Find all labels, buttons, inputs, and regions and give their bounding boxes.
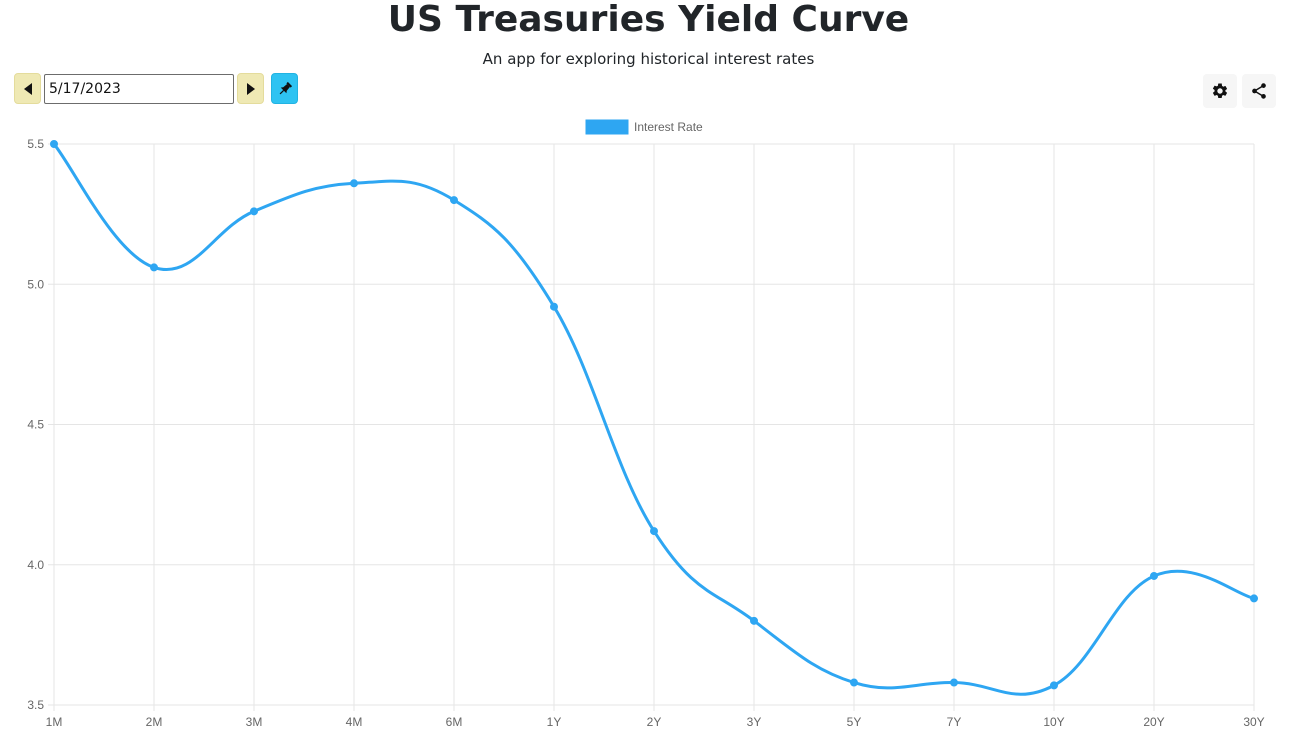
data-point	[650, 527, 658, 536]
x-tick-label: 1Y	[547, 715, 562, 729]
data-point	[1150, 571, 1158, 580]
share-button[interactable]	[1242, 74, 1276, 108]
settings-button[interactable]	[1203, 74, 1237, 108]
triangle-right-icon	[246, 82, 255, 95]
pushpin-icon	[279, 81, 292, 94]
yield-chart-svg: 1M 2M 3M 4M 6M 1Y 2Y 3Y 5Y 7Y 10Y 20Y 30Y 5.5 5.0 4.5 4.…	[27, 119, 1265, 729]
legend-label: Interest Rate	[634, 120, 703, 134]
data-point	[50, 140, 58, 148]
pin-curve-button[interactable]	[271, 73, 298, 104]
triangle-left-icon	[23, 82, 32, 95]
y-tick-label: 4.0	[27, 558, 44, 572]
data-point	[250, 207, 258, 216]
page-subtitle: An app for exploring historical interest…	[482, 50, 815, 68]
data-point	[750, 616, 758, 625]
yield-chart: 1M 2M 3M 4M 6M 1Y 2Y 3Y 5Y 7Y 10Y 20Y 30Y 5.5 5.0 4.5 4.…	[0, 112, 1297, 737]
data-point	[950, 678, 958, 687]
data-point	[1050, 681, 1058, 690]
x-tick-label: 30Y	[1243, 715, 1264, 729]
x-tick-label: 10Y	[1043, 715, 1064, 729]
next-date-button[interactable]	[237, 73, 264, 104]
x-tick-label: 20Y	[1143, 715, 1164, 729]
gear-icon	[1212, 83, 1228, 98]
y-tick-label: 5.0	[27, 277, 44, 291]
legend-swatch	[585, 119, 629, 135]
data-point	[850, 678, 858, 687]
data-point	[450, 196, 458, 205]
y-tick-label: 4.5	[27, 418, 44, 432]
x-tick-label: 6M	[446, 715, 463, 729]
x-tick-label: 1M	[46, 715, 63, 729]
x-tick-label: 2Y	[647, 715, 662, 729]
data-point	[550, 302, 558, 311]
y-tick-label: 3.5	[27, 698, 44, 712]
date-input[interactable]	[44, 74, 234, 104]
page-title: US Treasuries Yield Curve	[387, 0, 910, 40]
y-tick-label: 5.5	[27, 137, 44, 151]
x-tick-label: 5Y	[847, 715, 862, 729]
x-tick-label: 3M	[246, 715, 263, 729]
data-point	[150, 263, 158, 272]
share-icon	[1252, 83, 1266, 99]
x-tick-label: 4M	[346, 715, 363, 729]
x-tick-label: 7Y	[947, 715, 962, 729]
data-point	[350, 179, 358, 188]
data-point	[1250, 594, 1258, 603]
x-tick-label: 3Y	[747, 715, 762, 729]
x-tick-label: 2M	[146, 715, 163, 729]
previous-date-button[interactable]	[14, 73, 41, 104]
